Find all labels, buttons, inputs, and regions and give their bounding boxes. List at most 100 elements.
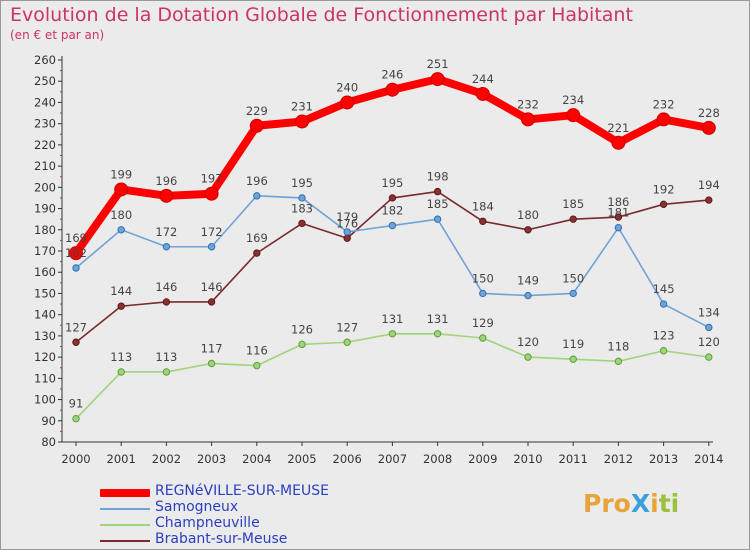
data-point (72, 414, 80, 423)
data-point (162, 298, 171, 306)
x-tick-label: 2010 (513, 452, 542, 466)
x-tick-label: 2000 (61, 452, 90, 466)
data-point (72, 338, 80, 346)
data-point (701, 120, 716, 135)
data-label: 169 (246, 231, 268, 245)
y-tick-label: 120 (34, 350, 56, 364)
data-point (430, 72, 445, 87)
chart-subtitle: (en € et par an) (10, 28, 105, 42)
legend-label-regneville: REGNéVILLE-SUR-MEUSE (155, 483, 329, 499)
y-tick-label: 250 (34, 74, 56, 88)
data-label: 149 (517, 274, 539, 288)
data-label: 129 (472, 316, 494, 330)
data-point (524, 291, 532, 300)
data-label: 131 (427, 312, 449, 326)
data-label: 146 (201, 280, 223, 294)
y-tick-label: 100 (34, 393, 56, 407)
legend-item-brabant: Brabant-sur-Meuse (100, 531, 360, 549)
data-label: 195 (381, 176, 403, 190)
data-label: 234 (562, 93, 584, 107)
data-point (117, 302, 125, 310)
data-point (249, 118, 264, 133)
y-tick-label: 200 (34, 180, 56, 194)
data-point (298, 219, 306, 228)
data-point (162, 368, 171, 376)
legend-swatch-regneville (100, 489, 150, 497)
data-label: 120 (698, 335, 720, 349)
data-label: 127 (336, 320, 358, 334)
x-tick-label: 2004 (242, 452, 271, 466)
data-point (521, 112, 535, 127)
data-point (69, 246, 83, 261)
legend-item-samogneux: Samogneux (100, 499, 360, 517)
legend-item-champneuville: Champneuville (100, 515, 360, 533)
x-tick-label: 2009 (468, 452, 497, 466)
data-label: 117 (201, 341, 223, 355)
data-label: 186 (607, 195, 629, 209)
data-point (253, 361, 261, 370)
y-tick-label: 180 (34, 223, 56, 237)
data-label: 123 (653, 329, 675, 343)
data-label: 150 (472, 271, 494, 285)
data-point (298, 194, 306, 202)
data-label: 119 (562, 337, 584, 351)
data-point (388, 221, 397, 230)
logo-letter: P (583, 489, 602, 518)
data-point (569, 355, 577, 363)
data-label: 221 (607, 121, 629, 135)
x-tick-label: 2014 (694, 452, 723, 466)
data-label: 244 (472, 72, 494, 86)
logo-letter: i (650, 489, 659, 518)
legend-swatch-brabant (100, 540, 150, 542)
y-tick-label: 150 (34, 286, 56, 300)
data-label: 195 (291, 176, 313, 190)
data-point (117, 368, 125, 376)
data-label: 144 (110, 284, 132, 298)
data-label: 162 (65, 246, 87, 260)
data-label: 179 (336, 210, 358, 224)
data-label: 231 (291, 100, 313, 114)
y-tick-label: 260 (34, 53, 56, 67)
legend-swatch-samogneux (100, 508, 150, 510)
data-label: 172 (155, 225, 177, 239)
data-point (433, 215, 442, 223)
data-label: 185 (427, 197, 449, 211)
y-tick-label: 160 (34, 265, 56, 279)
data-label: 232 (653, 97, 675, 111)
x-tick-label: 2008 (423, 452, 452, 466)
y-tick-label: 170 (34, 244, 56, 258)
data-point (433, 187, 442, 196)
x-tick-label: 2001 (107, 452, 136, 466)
data-label: 172 (201, 225, 223, 239)
x-tick-label: 2007 (378, 452, 407, 466)
data-label: 196 (155, 174, 177, 188)
data-label: 134 (698, 305, 720, 319)
chart-title: Evolution de la Dotation Globale de Fonc… (10, 4, 633, 26)
data-label: 192 (653, 182, 675, 196)
data-label: 180 (517, 208, 539, 222)
legend-item-regneville: REGNéVILLE-SUR-MEUSE (100, 483, 360, 501)
y-tick-label: 210 (34, 159, 56, 173)
data-point (705, 196, 713, 204)
data-point (207, 359, 216, 368)
data-label: 131 (381, 312, 403, 326)
data-label: 185 (562, 197, 584, 211)
logo-letter: r (601, 489, 614, 518)
data-point (385, 82, 400, 97)
data-point (343, 234, 351, 242)
data-point (614, 357, 623, 366)
data-label: 120 (517, 335, 539, 349)
data-label: 113 (155, 350, 177, 364)
data-label: 113 (110, 350, 132, 364)
x-tick-label: 2003 (197, 452, 226, 466)
data-point (159, 188, 174, 203)
data-point (611, 135, 626, 150)
data-point (479, 334, 487, 342)
legend-label-champneuville: Champneuville (155, 515, 260, 531)
data-label: 199 (110, 167, 132, 181)
data-label: 176 (336, 216, 358, 230)
data-label: 183 (291, 201, 313, 215)
data-point (614, 213, 623, 221)
x-tick-label: 2006 (333, 452, 362, 466)
